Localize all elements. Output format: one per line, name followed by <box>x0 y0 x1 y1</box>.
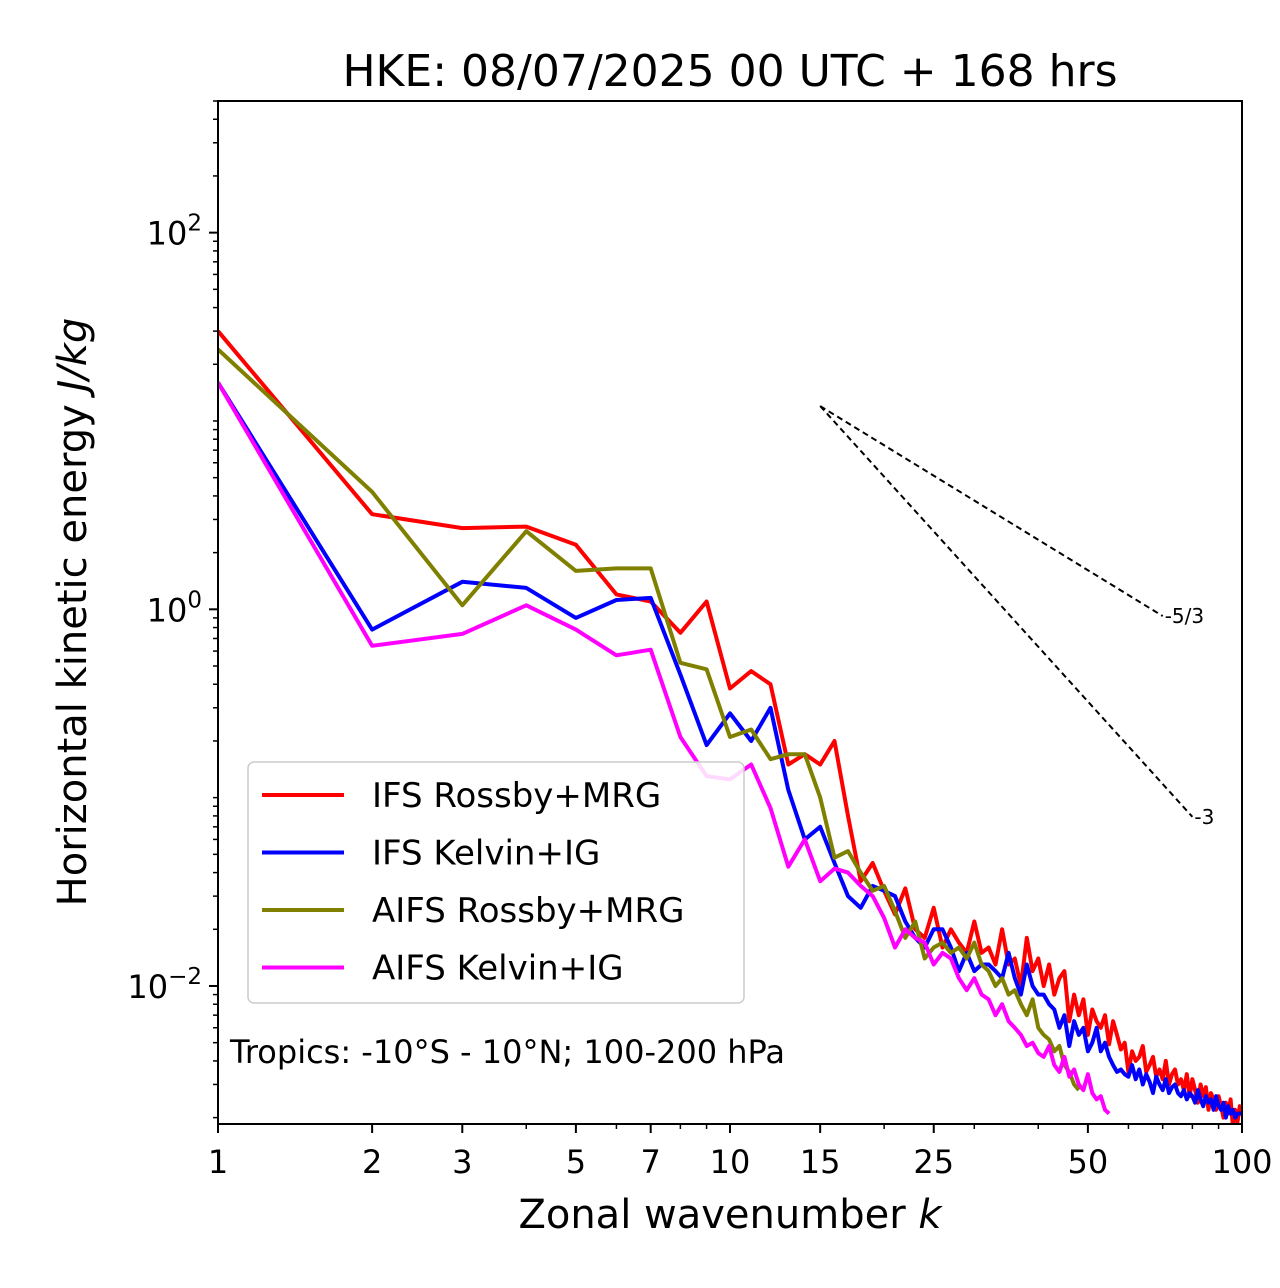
x-tick-label: 100 <box>1211 1143 1272 1181</box>
reference-line <box>819 405 1194 818</box>
chart-title: HKE: 08/07/2025 00 UTC + 168 hrs <box>342 46 1117 97</box>
legend-label: IFS Kelvin+IG <box>372 834 600 874</box>
x-tick-label: 10 <box>710 1143 751 1181</box>
reference-slope-lines: -5/3 -3 <box>819 405 1214 829</box>
series-line <box>218 329 1242 1124</box>
x-tick-label: 50 <box>1068 1143 1109 1181</box>
y-tick-label: 102 <box>147 211 202 253</box>
x-axis-label: Zonal wavenumber k <box>518 1192 943 1238</box>
reference-line-label: -5/3 <box>1165 604 1204 628</box>
x-tick-label: 1 <box>208 1143 228 1181</box>
y-axis-label: Horizontal kinetic energy J/kg <box>50 318 96 907</box>
reference-line-label: -3 <box>1194 805 1214 829</box>
x-tick-label: 25 <box>913 1143 954 1181</box>
x-tick-label: 3 <box>452 1143 472 1181</box>
y-tick-label: 10−2 <box>127 964 202 1006</box>
reference-line <box>819 405 1164 617</box>
legend-label: AIFS Kelvin+IG <box>372 949 624 989</box>
x-tick-label: 7 <box>641 1143 661 1181</box>
legend-box <box>247 761 745 1004</box>
x-tick-label: 2 <box>362 1143 382 1181</box>
series-line <box>218 381 1242 1120</box>
region-annotation: Tropics: -10°S - 10°N; 100-200 hPa <box>229 1033 785 1071</box>
legend-label: IFS Rossby+MRG <box>372 776 661 816</box>
y-tick-label: 100 <box>147 587 202 629</box>
legend-label: AIFS Rossby+MRG <box>372 891 684 931</box>
axis-ticks: 1 2 3 5 7 10 15 25 50 100 10−2 100 102 <box>127 100 1273 1181</box>
x-tick-label: 15 <box>800 1143 841 1181</box>
x-tick-label: 5 <box>566 1143 586 1181</box>
legend: IFS Rossby+MRG IFS Kelvin+IG AIFS Rossby+M… <box>247 761 745 1004</box>
